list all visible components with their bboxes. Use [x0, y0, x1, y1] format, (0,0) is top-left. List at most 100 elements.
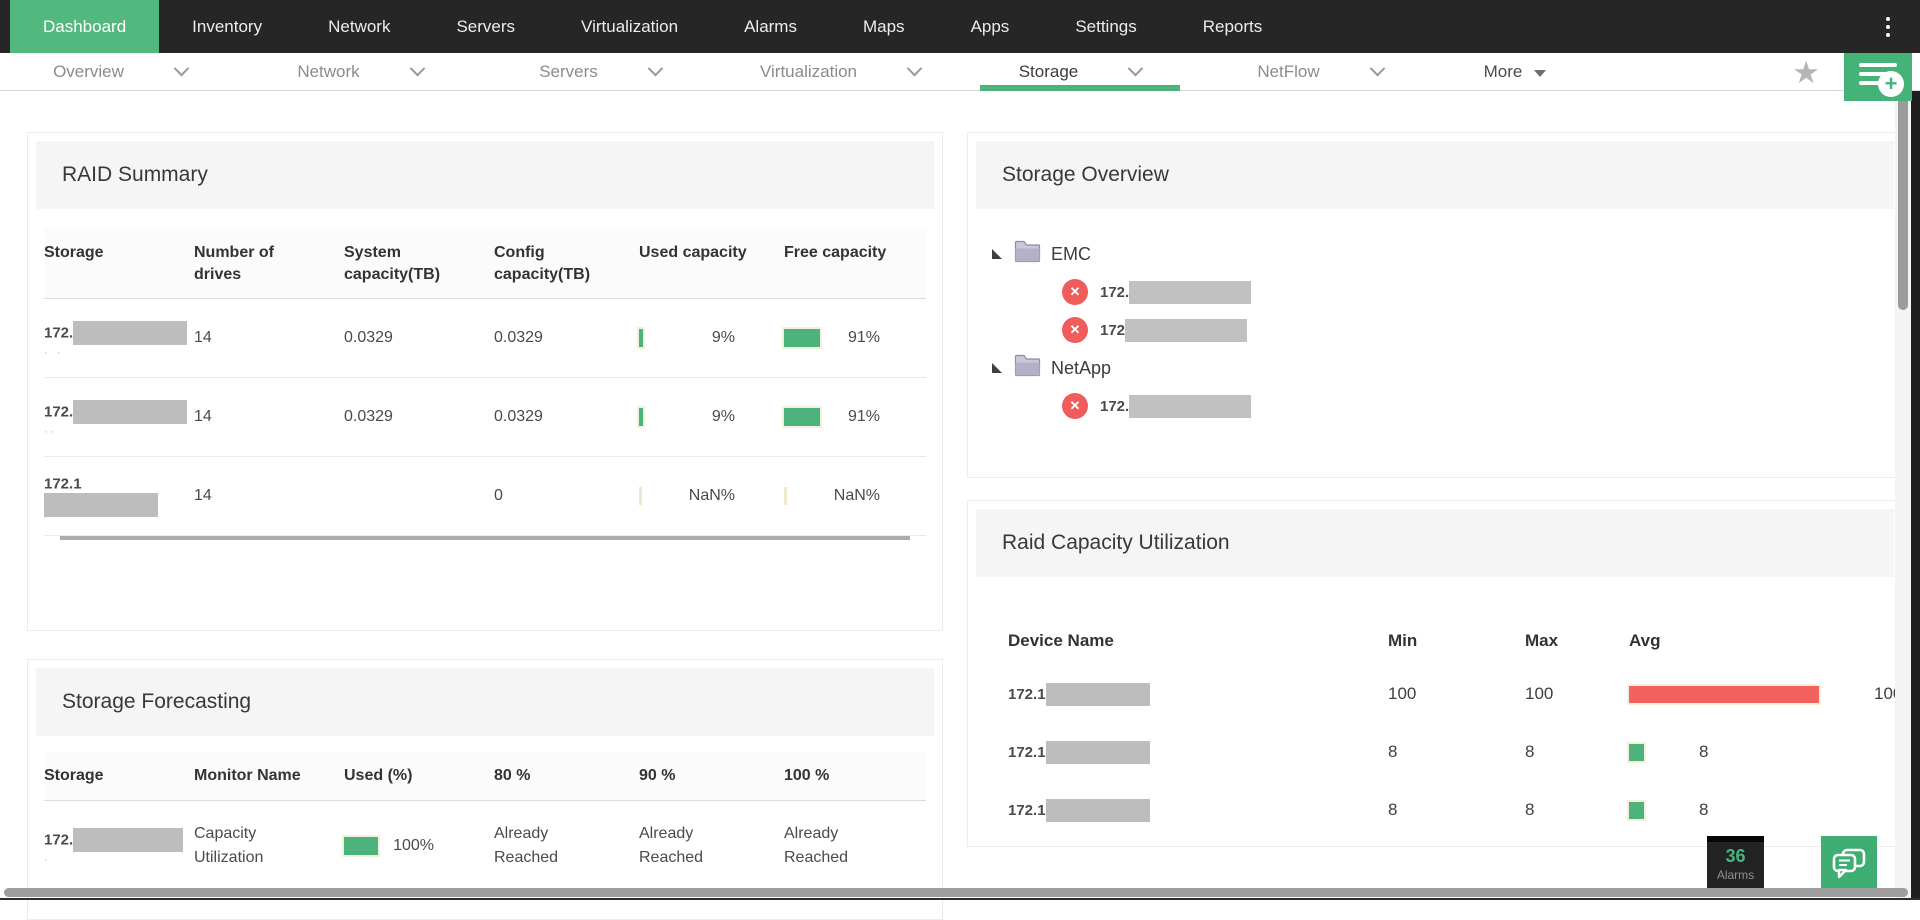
system-capacity-value: 0.0329 — [344, 408, 393, 426]
chevron-down-icon — [1369, 60, 1385, 77]
avg-bar-cell: 8 — [1629, 800, 1882, 820]
nav-tab-servers[interactable]: Servers — [456, 16, 516, 36]
tree-device-item[interactable]: ✕ 172. — [1062, 387, 1902, 425]
tree-device-item[interactable]: ✕ 172. — [1062, 273, 1902, 311]
table-row[interactable]: 172.1 100 100 100 — [1008, 665, 1902, 723]
max-value: 100 — [1525, 684, 1554, 703]
column-header-free-capacity: Free capacity — [784, 244, 887, 261]
drives-value: 14 — [194, 408, 212, 426]
storage-forecasting-header: Storage Forecasting — [36, 668, 934, 736]
subnav-items: Overview Network Servers Virtualization Stor… — [0, 53, 1440, 91]
subnav-item-virtualization[interactable]: Virtualization — [720, 53, 960, 90]
chevron-down-icon — [647, 60, 664, 77]
avg-value: 8 — [1699, 800, 1709, 819]
nav-tab-reports[interactable]: Reports — [1202, 16, 1263, 36]
chevron-down-icon — [173, 60, 190, 77]
column-header-device-name: Device Name — [1008, 631, 1114, 650]
subnav-item-storage[interactable]: Storage — [960, 53, 1200, 91]
subnav-item-servers[interactable]: Servers — [480, 53, 720, 90]
bar-value: 9% — [711, 408, 735, 426]
bar-fill — [639, 487, 642, 506]
redacted-text — [1129, 394, 1252, 418]
table-row[interactable]: 172. · Capacity Utilization 100% Already Rea… — [44, 801, 926, 891]
redacted-text — [73, 320, 188, 345]
chevron-down-icon — [906, 60, 923, 77]
max-value: 8 — [1525, 800, 1535, 819]
chat-bubbles-icon — [1832, 848, 1866, 878]
more-label: More — [1483, 61, 1523, 81]
nav-tab-dashboard[interactable]: Dashboard — [10, 0, 160, 53]
raid-capacity-panel: Raid Capacity Utilization Device Name Min… — [967, 500, 1903, 847]
nav-tab-inventory[interactable]: Inventory — [192, 16, 263, 36]
dashboard-subnav: Overview Network Servers Virtualization Stor… — [0, 53, 1920, 101]
avg-bar-cell: 100 — [1629, 684, 1902, 704]
table-row[interactable]: 172. ·· 14 0.0329 0.0329 9% 91% — [44, 378, 926, 458]
column-header-storage: Storage — [44, 244, 104, 261]
redacted-text — [44, 493, 158, 518]
tree-expander-icon[interactable] — [992, 249, 1002, 259]
table-row[interactable]: 172.1 8 8 8 — [1008, 723, 1882, 781]
nav-tab-apps[interactable]: Apps — [970, 16, 1010, 36]
column-header-monitor-name: Monitor Name — [194, 767, 301, 784]
folder-icon — [1014, 240, 1041, 268]
nav-tab-alarms[interactable]: Alarms — [744, 16, 797, 36]
bar-value: 100% — [393, 836, 434, 854]
column-header-80: 80 % — [494, 767, 531, 784]
device-ip-prefix: 172.1 — [1008, 801, 1046, 819]
column-header-system-capacity-tb: System capacity(TB) — [344, 244, 441, 283]
column-header-used: Used (%) — [344, 767, 413, 784]
vertical-scrollbar-thumb[interactable] — [1898, 95, 1908, 310]
raid-capacity-table-header: Device Name Min Max Avg — [1008, 617, 1882, 665]
storage-cell: 172. · — [44, 828, 194, 866]
tree-group-netapp[interactable]: NetApp — [992, 349, 1902, 387]
device-ip-prefix: 172. — [1100, 283, 1130, 301]
raid-capacity-header: Raid Capacity Utilization — [976, 509, 1894, 577]
nav-tab-settings[interactable]: Settings — [1075, 16, 1137, 36]
bar-value: 9% — [711, 329, 735, 347]
storage-overview-header: Storage Overview — [976, 141, 1894, 209]
table-row[interactable]: 172.1 8 8 8 — [1008, 781, 1882, 839]
redacted-text — [1129, 280, 1252, 304]
horizontal-scrollbar-thumb[interactable] — [4, 888, 1908, 897]
window-right-border — [1911, 0, 1920, 900]
storage-name: 172.1 — [44, 475, 194, 518]
subnav-item-netflow[interactable]: NetFlow — [1200, 53, 1440, 90]
support-chat-button[interactable] — [1821, 836, 1877, 889]
alarm-label: Alarms — [1716, 868, 1755, 882]
capacity-bar-cell: 91% — [784, 329, 924, 348]
tree-group-emc[interactable]: EMC — [992, 235, 1902, 273]
table-horizontal-scrollbar[interactable] — [60, 536, 910, 541]
bar-fill — [784, 329, 820, 348]
storage-name: 172. — [44, 320, 194, 345]
add-dashboard-button[interactable]: + — [1844, 53, 1912, 101]
column-header-storage: Storage — [44, 767, 104, 784]
storage-forecasting-table-header: Storage Monitor Name Used (%) 80 % 90 % 100 % — [44, 752, 926, 801]
bar-fill — [784, 408, 820, 427]
subnav-item-network[interactable]: Network — [240, 53, 480, 90]
tree-device-item[interactable]: ✕ 172 — [1062, 311, 1902, 349]
tree-group-label: NetApp — [1051, 357, 1112, 378]
chevron-down-icon — [409, 60, 425, 77]
folder-icon — [1014, 354, 1041, 382]
favorite-star-icon[interactable]: ★ — [1792, 55, 1820, 90]
nav-tab-network[interactable]: Network — [328, 16, 391, 36]
nav-tab-virtualization[interactable]: Virtualization — [581, 16, 679, 36]
nav-tab-maps[interactable]: Maps — [862, 16, 905, 36]
max-value: 8 — [1525, 742, 1535, 761]
table-row[interactable]: 172.1 14 0 NaN% NaN% — [44, 457, 926, 537]
avg-bar-cell: 8 — [1629, 742, 1882, 762]
bar-track — [784, 329, 824, 348]
alarms-badge[interactable]: 36 Alarms — [1707, 836, 1764, 889]
subnav-item-label: Virtualization — [759, 61, 858, 81]
raid-summary-table-header: Storage Number of drives System capacity(T… — [44, 229, 926, 300]
bar-value: NaN% — [688, 487, 735, 505]
subnav-item-overview[interactable]: Overview — [0, 53, 240, 90]
tree-expander-icon[interactable] — [992, 363, 1002, 373]
table-row[interactable]: 172. · · 14 0.0329 0.0329 9% 91% — [44, 299, 926, 379]
avg-bar-fill — [1629, 801, 1644, 819]
device-ip-prefix: 172. — [44, 324, 74, 342]
capacity-bar-cell: NaN% — [784, 487, 924, 506]
kebab-menu-icon[interactable] — [1886, 0, 1890, 53]
subnav-item-more[interactable]: More — [1440, 53, 1590, 90]
bar-track — [784, 408, 824, 427]
